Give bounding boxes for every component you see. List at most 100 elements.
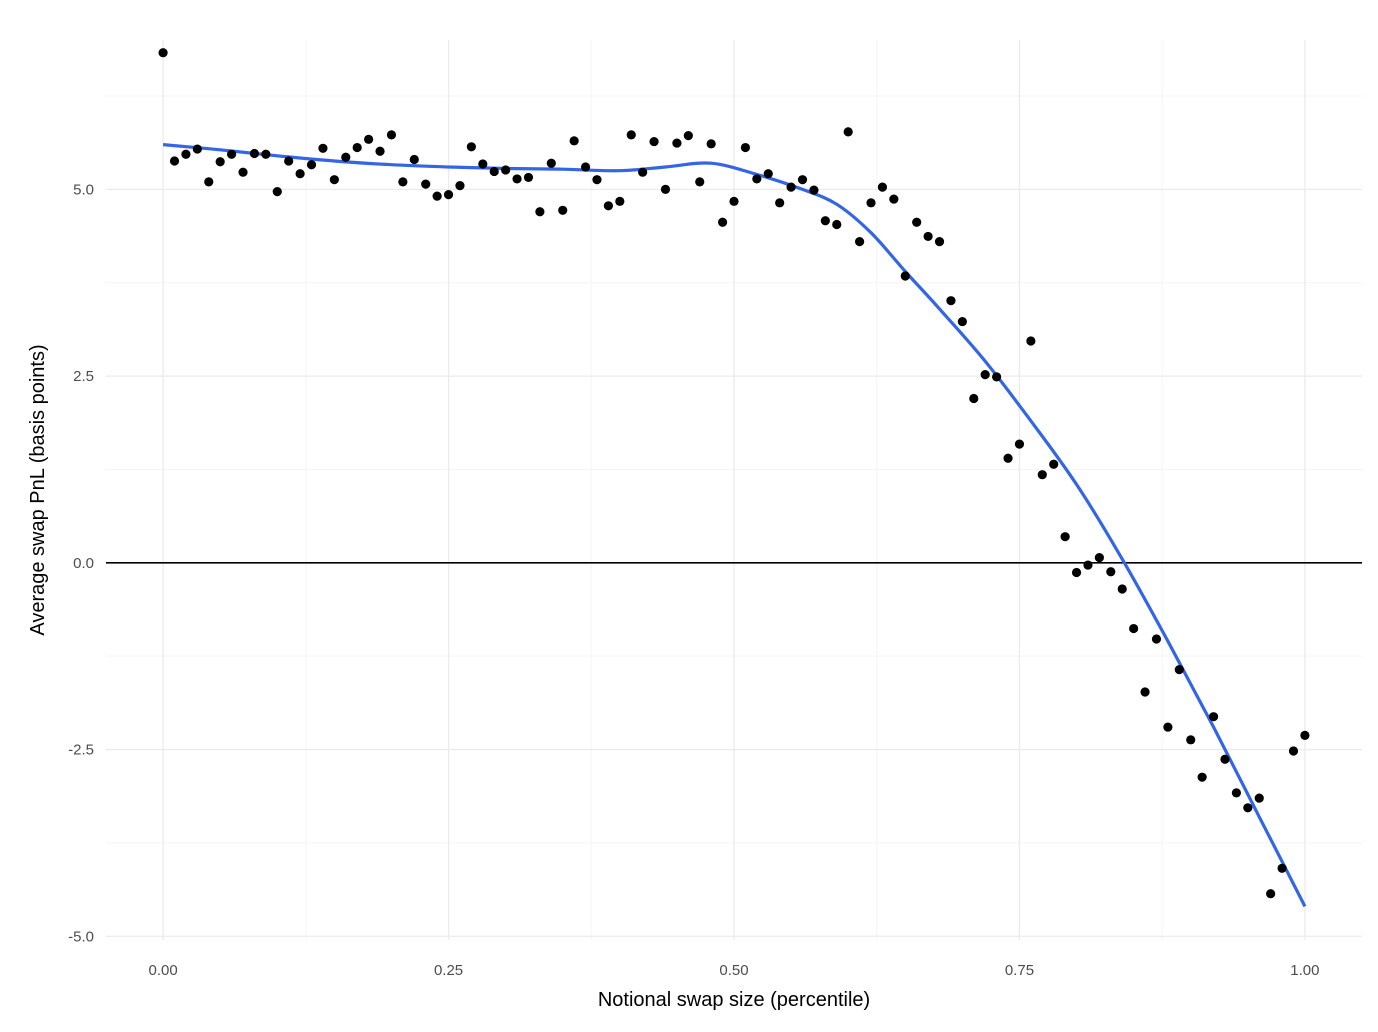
data-point xyxy=(729,196,739,206)
data-point xyxy=(752,174,762,184)
data-point xyxy=(672,138,682,148)
data-point xyxy=(820,216,830,226)
data-point xyxy=(660,184,671,194)
data-point xyxy=(1231,788,1241,798)
data-point xyxy=(797,175,808,185)
data-point xyxy=(1277,863,1287,873)
data-point xyxy=(455,181,465,191)
data-point xyxy=(569,136,579,146)
data-point xyxy=(523,172,534,183)
data-point xyxy=(1208,712,1219,722)
y-axis-tick-labels: -5.0 -2.5 0.0 2.5 5.0 xyxy=(68,181,94,945)
data-point xyxy=(192,144,202,154)
data-point xyxy=(626,130,636,140)
data-point xyxy=(775,198,785,208)
data-point xyxy=(1140,687,1150,697)
x-tick-label: 1.00 xyxy=(1290,962,1319,979)
data-points xyxy=(158,48,1310,899)
data-point xyxy=(169,156,180,166)
data-point xyxy=(375,146,385,156)
x-tick-label: 0.50 xyxy=(719,962,748,979)
major-gridlines xyxy=(106,40,1362,940)
data-point xyxy=(432,191,442,201)
data-point xyxy=(957,316,967,327)
data-point xyxy=(992,372,1002,382)
data-point xyxy=(398,177,408,187)
data-point xyxy=(809,185,819,195)
data-point xyxy=(1197,772,1207,782)
data-point xyxy=(238,167,248,177)
data-point xyxy=(706,139,716,149)
data-point xyxy=(603,201,614,211)
data-point xyxy=(934,237,945,247)
x-tick-label: 0.75 xyxy=(1005,962,1034,979)
data-point xyxy=(877,182,888,192)
data-point xyxy=(649,136,659,147)
data-point xyxy=(1300,730,1310,740)
data-point xyxy=(1071,567,1082,578)
data-point xyxy=(855,237,865,247)
data-point xyxy=(295,169,305,179)
data-point xyxy=(763,169,773,179)
data-point xyxy=(889,194,899,204)
y-tick-label: -5.0 xyxy=(68,928,94,945)
data-point xyxy=(1094,552,1104,563)
data-point xyxy=(1129,623,1139,634)
data-point xyxy=(421,179,431,189)
y-tick-label: -2.5 xyxy=(68,742,94,759)
data-point xyxy=(158,48,168,58)
data-point xyxy=(580,162,591,172)
x-axis-title: Notional swap size (percentile) xyxy=(598,989,870,1011)
data-point xyxy=(204,177,214,187)
data-point xyxy=(1060,532,1070,542)
data-point xyxy=(1037,470,1047,480)
data-point xyxy=(352,142,362,153)
data-point xyxy=(786,182,796,192)
data-point xyxy=(946,296,956,306)
x-axis-tick-labels: 0.00 0.25 0.50 0.75 1.00 xyxy=(148,962,1319,979)
data-point xyxy=(386,130,397,140)
data-point xyxy=(1174,665,1184,675)
data-point xyxy=(912,217,922,227)
x-tick-label: 0.00 xyxy=(148,962,177,979)
data-point xyxy=(1163,722,1173,732)
data-point xyxy=(843,127,853,137)
data-point xyxy=(272,187,282,197)
data-point xyxy=(1014,439,1025,449)
data-point xyxy=(261,149,271,159)
y-tick-label: 0.0 xyxy=(73,555,94,572)
data-point xyxy=(181,149,191,159)
data-point xyxy=(478,159,488,169)
data-point xyxy=(717,217,728,227)
data-point xyxy=(512,174,522,184)
data-point xyxy=(980,370,990,380)
data-point xyxy=(443,190,454,200)
data-point xyxy=(318,143,328,153)
data-point xyxy=(249,148,260,159)
data-point xyxy=(900,271,910,281)
data-point xyxy=(329,175,339,185)
data-point xyxy=(227,149,237,159)
x-tick-label: 0.25 xyxy=(434,962,463,979)
data-point xyxy=(1254,793,1264,803)
data-point xyxy=(1243,803,1253,813)
data-point xyxy=(592,175,602,185)
data-point xyxy=(215,157,225,167)
data-point xyxy=(306,160,317,170)
data-point xyxy=(466,142,476,152)
data-point xyxy=(284,156,294,166)
data-point xyxy=(1288,746,1299,756)
data-point xyxy=(695,177,705,187)
data-point xyxy=(1003,453,1013,463)
data-point xyxy=(1220,754,1230,764)
data-point xyxy=(638,167,648,177)
data-point xyxy=(1186,735,1196,745)
data-point xyxy=(1026,336,1036,346)
data-point xyxy=(832,219,842,230)
data-point xyxy=(535,207,545,217)
data-point xyxy=(969,393,979,404)
data-point xyxy=(409,154,419,165)
y-tick-label: 2.5 xyxy=(73,368,94,385)
data-point xyxy=(1266,889,1276,899)
